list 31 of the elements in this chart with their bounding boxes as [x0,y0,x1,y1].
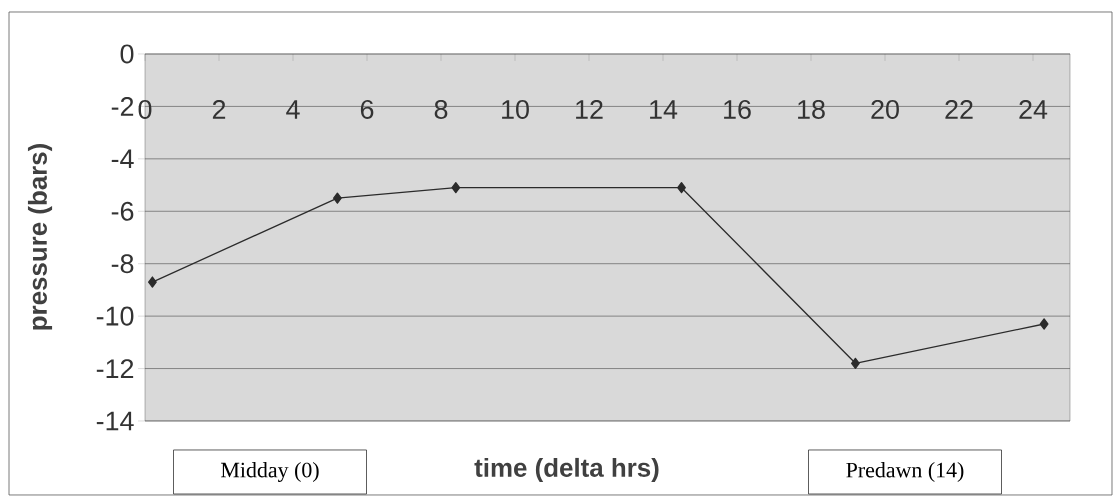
y-tick-label: -6 [111,201,134,221]
x-tick-label: 20 [871,99,899,119]
x-tick-label: 0 [138,99,152,119]
y-tick-label: -12 [96,359,134,378]
x-axis-title: time (delta hrs) [474,457,659,483]
point [148,276,157,288]
x-tick-label: 8 [434,99,448,119]
x-tick-label: 12 [576,100,603,119]
point [677,182,686,194]
x-tick-label: 18 [798,99,825,119]
y-tick-label: -10 [96,306,134,326]
y-tick-label: -2 [111,97,134,116]
point [451,182,461,194]
x-tick-label: 6 [360,99,374,119]
y-axis-title: pressure (bars) [27,144,53,330]
point [333,192,342,204]
x-tick-label: 14 [650,100,678,119]
point [1039,318,1049,330]
y-tick-label: -14 [96,411,134,431]
y-tick-label: 0 [120,44,134,64]
x-tick-label: 2 [212,100,226,119]
x-tick-label: 4 [286,100,300,119]
x-tick-label: 24 [1019,100,1048,119]
point [851,357,860,369]
y-tick-label: -4 [111,149,134,169]
x-tick-label: 16 [724,99,751,119]
x-tick-label: 22 [945,100,973,119]
text: Predawn (14) [846,462,964,482]
text: Midday (0) [221,462,319,482]
y-tick-label: -8 [111,254,134,274]
x-tick-label: 10 [502,99,529,119]
